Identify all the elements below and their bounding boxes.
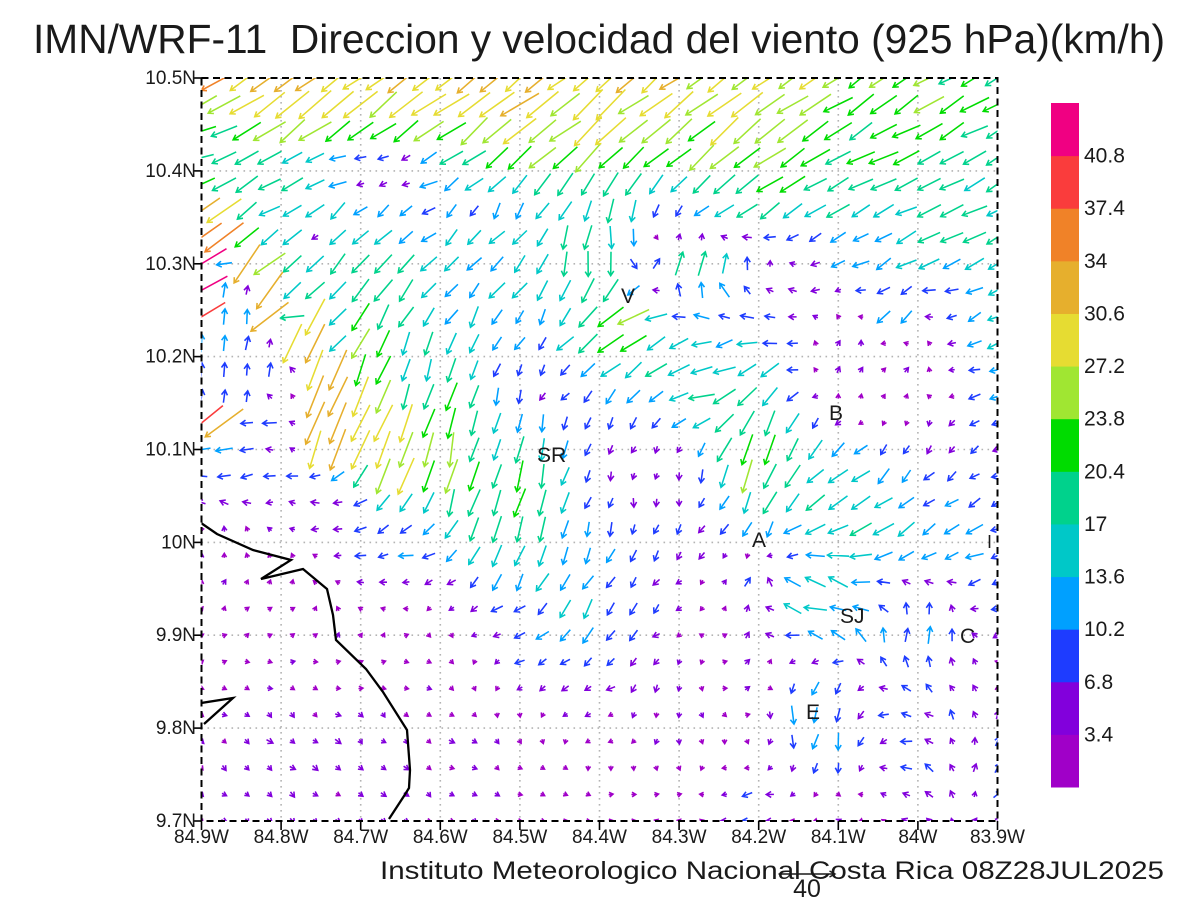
svg-text:84.4W: 84.4W [572,827,627,848]
svg-text:A: A [752,529,766,552]
svg-text:IMN/WRF-11 Direccion y veloci: IMN/WRF-11 Direccion y velocidad del vie… [33,16,1165,62]
svg-text:10.5N: 10.5N [145,68,196,89]
svg-text:10.2: 10.2 [1084,618,1125,641]
svg-text:17: 17 [1084,513,1107,536]
svg-text:84.8W: 84.8W [254,827,309,848]
svg-text:E: E [806,701,820,724]
svg-text:SR: SR [537,444,566,467]
svg-text:84.1W: 84.1W [811,827,866,848]
svg-text:Instituto Meteorologico Nacion: Instituto Meteorologico Nacional Costa R… [380,857,1164,885]
svg-text:V: V [621,285,635,308]
svg-text:9.8N: 9.8N [156,718,196,739]
svg-text:30.6: 30.6 [1084,303,1125,326]
svg-text:10.3N: 10.3N [145,254,196,275]
svg-text:10.4N: 10.4N [145,161,196,182]
svg-text:84.5W: 84.5W [492,827,547,848]
svg-text:9.9N: 9.9N [156,625,196,646]
svg-text:84.6W: 84.6W [413,827,468,848]
svg-text:3.4: 3.4 [1084,723,1114,746]
svg-text:40: 40 [793,875,821,900]
svg-text:84.2W: 84.2W [731,827,786,848]
svg-text:84.9W: 84.9W [174,827,229,848]
svg-text:23.8: 23.8 [1084,408,1125,431]
svg-text:10.2N: 10.2N [145,347,196,368]
svg-text:10N: 10N [161,532,196,553]
svg-text:20.4: 20.4 [1084,460,1125,483]
svg-text:84.7W: 84.7W [333,827,388,848]
svg-text:37.4: 37.4 [1084,197,1125,220]
svg-text:6.8: 6.8 [1084,671,1113,694]
svg-text:C: C [960,625,975,648]
svg-text:B: B [829,402,843,425]
svg-text:84.3W: 84.3W [652,827,707,848]
svg-text:9.7N: 9.7N [156,811,196,832]
svg-text:83.9W: 83.9W [970,827,1025,848]
svg-text:10.1N: 10.1N [145,440,196,461]
svg-text:SJ: SJ [840,605,865,628]
svg-text:27.2: 27.2 [1084,355,1125,378]
svg-text:40.8: 40.8 [1084,145,1125,168]
svg-text:34: 34 [1084,250,1108,273]
svg-text:84W: 84W [898,827,937,848]
svg-text:13.6: 13.6 [1084,566,1125,589]
